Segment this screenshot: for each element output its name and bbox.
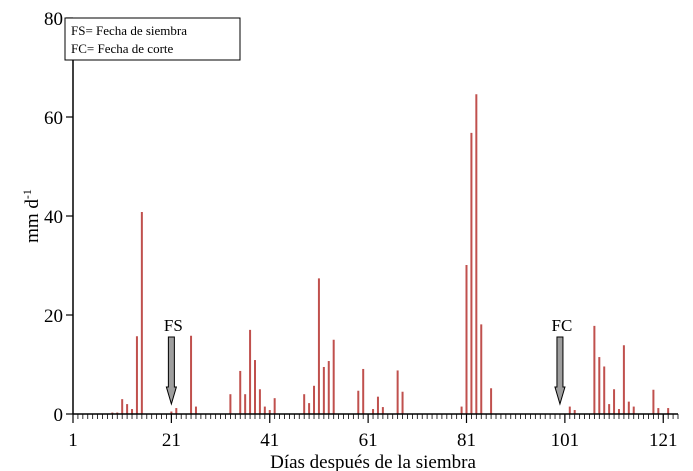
axes-group (72, 18, 678, 415)
x-tick-label: 101 (551, 430, 580, 451)
x-tick-label: 81 (457, 430, 476, 451)
x-tick-label: 21 (162, 430, 181, 451)
annotation-label: FC (552, 316, 573, 335)
annotation-label: FS (164, 316, 183, 335)
down-arrow-icon (165, 336, 178, 406)
y-tick-label: 80 (44, 9, 63, 30)
annotation-fs: FS (164, 316, 183, 406)
y-axis-title-main: mm d (22, 199, 43, 243)
y-tick-label: 20 (44, 306, 63, 327)
legend-box: FS= Fecha de siembra FC= Fecha de corte (64, 17, 241, 61)
annotation-fc: FC (552, 316, 573, 406)
x-tick-label: 1 (68, 430, 78, 451)
down-arrow-icon (554, 336, 566, 406)
y-axis-title-superscript: -1 (20, 189, 34, 199)
x-axis-title: Días después de la siembra (270, 452, 476, 471)
bars-group (111, 94, 670, 414)
y-tick-label: 40 (44, 207, 63, 228)
x-ticks-group: 1 21 41 61 81 101 121 (68, 414, 677, 451)
legend-entry-fc: FC= Fecha de corte (71, 41, 174, 56)
annotations-group: FS FC (164, 316, 573, 406)
minor-ticks-group (72, 414, 679, 419)
y-ticks-group: 0 20 40 60 80 (44, 9, 73, 426)
y-tick-label: 0 (54, 405, 64, 426)
y-tick-label: 60 (44, 108, 63, 129)
legend-frame (64, 17, 241, 61)
y-axis-title: mm d-1 (20, 189, 43, 243)
legend-entry-fs: FS= Fecha de siembra (71, 23, 187, 38)
x-tick-label: 41 (260, 430, 279, 451)
x-tick-label: 61 (359, 430, 378, 451)
x-tick-label: 121 (649, 430, 678, 451)
